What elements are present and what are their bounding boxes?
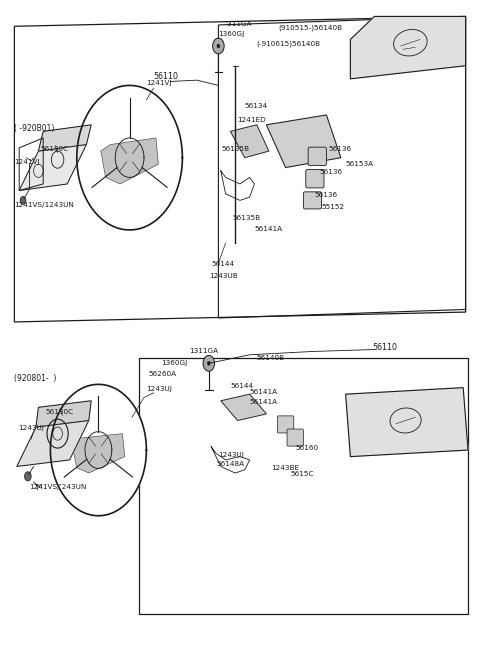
Text: 1241VJ: 1241VJ	[14, 159, 40, 166]
Polygon shape	[50, 384, 146, 516]
Text: 56136: 56136	[329, 146, 352, 152]
Polygon shape	[77, 85, 182, 230]
Text: (910515-)56140B: (910515-)56140B	[278, 24, 343, 31]
Circle shape	[203, 355, 215, 371]
Polygon shape	[221, 394, 266, 420]
Text: 1243BE: 1243BE	[271, 464, 300, 471]
FancyBboxPatch shape	[303, 192, 322, 209]
Text: 1243UB: 1243UB	[209, 273, 238, 279]
FancyBboxPatch shape	[287, 429, 303, 446]
Polygon shape	[346, 388, 468, 457]
Text: (-910615)56140B: (-910615)56140B	[257, 41, 321, 47]
Circle shape	[213, 38, 224, 54]
Polygon shape	[72, 434, 125, 473]
Text: '311GA: '311GA	[226, 21, 252, 28]
Text: 1360GJ: 1360GJ	[161, 359, 187, 366]
Circle shape	[217, 44, 220, 48]
Text: 56135B: 56135B	[222, 146, 250, 152]
Text: ( -920B01): ( -920B01)	[14, 124, 55, 133]
Circle shape	[207, 361, 210, 365]
Text: 1243UJ: 1243UJ	[218, 451, 244, 458]
Text: 56130C: 56130C	[41, 146, 69, 152]
Text: 56136: 56136	[319, 169, 342, 175]
Text: 1243UJ: 1243UJ	[18, 425, 44, 432]
Polygon shape	[19, 145, 86, 191]
FancyBboxPatch shape	[306, 170, 324, 188]
Text: 56136: 56136	[314, 192, 337, 198]
Text: 56110: 56110	[154, 72, 179, 81]
Polygon shape	[17, 420, 89, 466]
Circle shape	[24, 472, 31, 481]
Polygon shape	[350, 16, 466, 79]
Text: 56148A: 56148A	[216, 461, 244, 468]
Circle shape	[20, 196, 26, 204]
Bar	[139, 358, 468, 614]
Polygon shape	[230, 125, 269, 158]
Text: 1243UJ: 1243UJ	[146, 386, 172, 392]
Text: 56135B: 56135B	[233, 215, 261, 221]
Text: 1241VJ: 1241VJ	[146, 80, 172, 87]
Text: 5615C: 5615C	[290, 471, 314, 478]
Text: 1311GA: 1311GA	[190, 348, 219, 354]
Polygon shape	[266, 115, 341, 168]
Polygon shape	[38, 125, 91, 151]
Text: 56144: 56144	[211, 261, 234, 267]
Text: 1360GJ: 1360GJ	[218, 31, 245, 37]
FancyBboxPatch shape	[277, 416, 294, 433]
FancyBboxPatch shape	[308, 147, 326, 166]
Text: 1241VS/'243UN: 1241VS/'243UN	[29, 484, 86, 491]
Text: 56153A: 56153A	[346, 160, 374, 167]
Text: (920801-  ): (920801- )	[14, 374, 57, 383]
Polygon shape	[36, 401, 91, 427]
Text: 1241ED: 1241ED	[238, 116, 266, 123]
Polygon shape	[101, 138, 158, 184]
Text: 56160: 56160	[295, 445, 318, 451]
Text: 56141A: 56141A	[250, 399, 278, 405]
Text: 56140B: 56140B	[257, 355, 285, 361]
Text: 55152: 55152	[322, 204, 345, 210]
Text: 56130C: 56130C	[46, 409, 74, 415]
Text: 56141A: 56141A	[254, 225, 283, 232]
Polygon shape	[14, 16, 466, 322]
Text: 56144: 56144	[230, 382, 253, 389]
Text: 56141A: 56141A	[250, 389, 278, 396]
Text: 56134: 56134	[245, 103, 268, 110]
Text: 56110: 56110	[372, 342, 397, 351]
Text: 56260A: 56260A	[149, 371, 177, 377]
Text: 1241VS/1243UN: 1241VS/1243UN	[14, 202, 74, 208]
